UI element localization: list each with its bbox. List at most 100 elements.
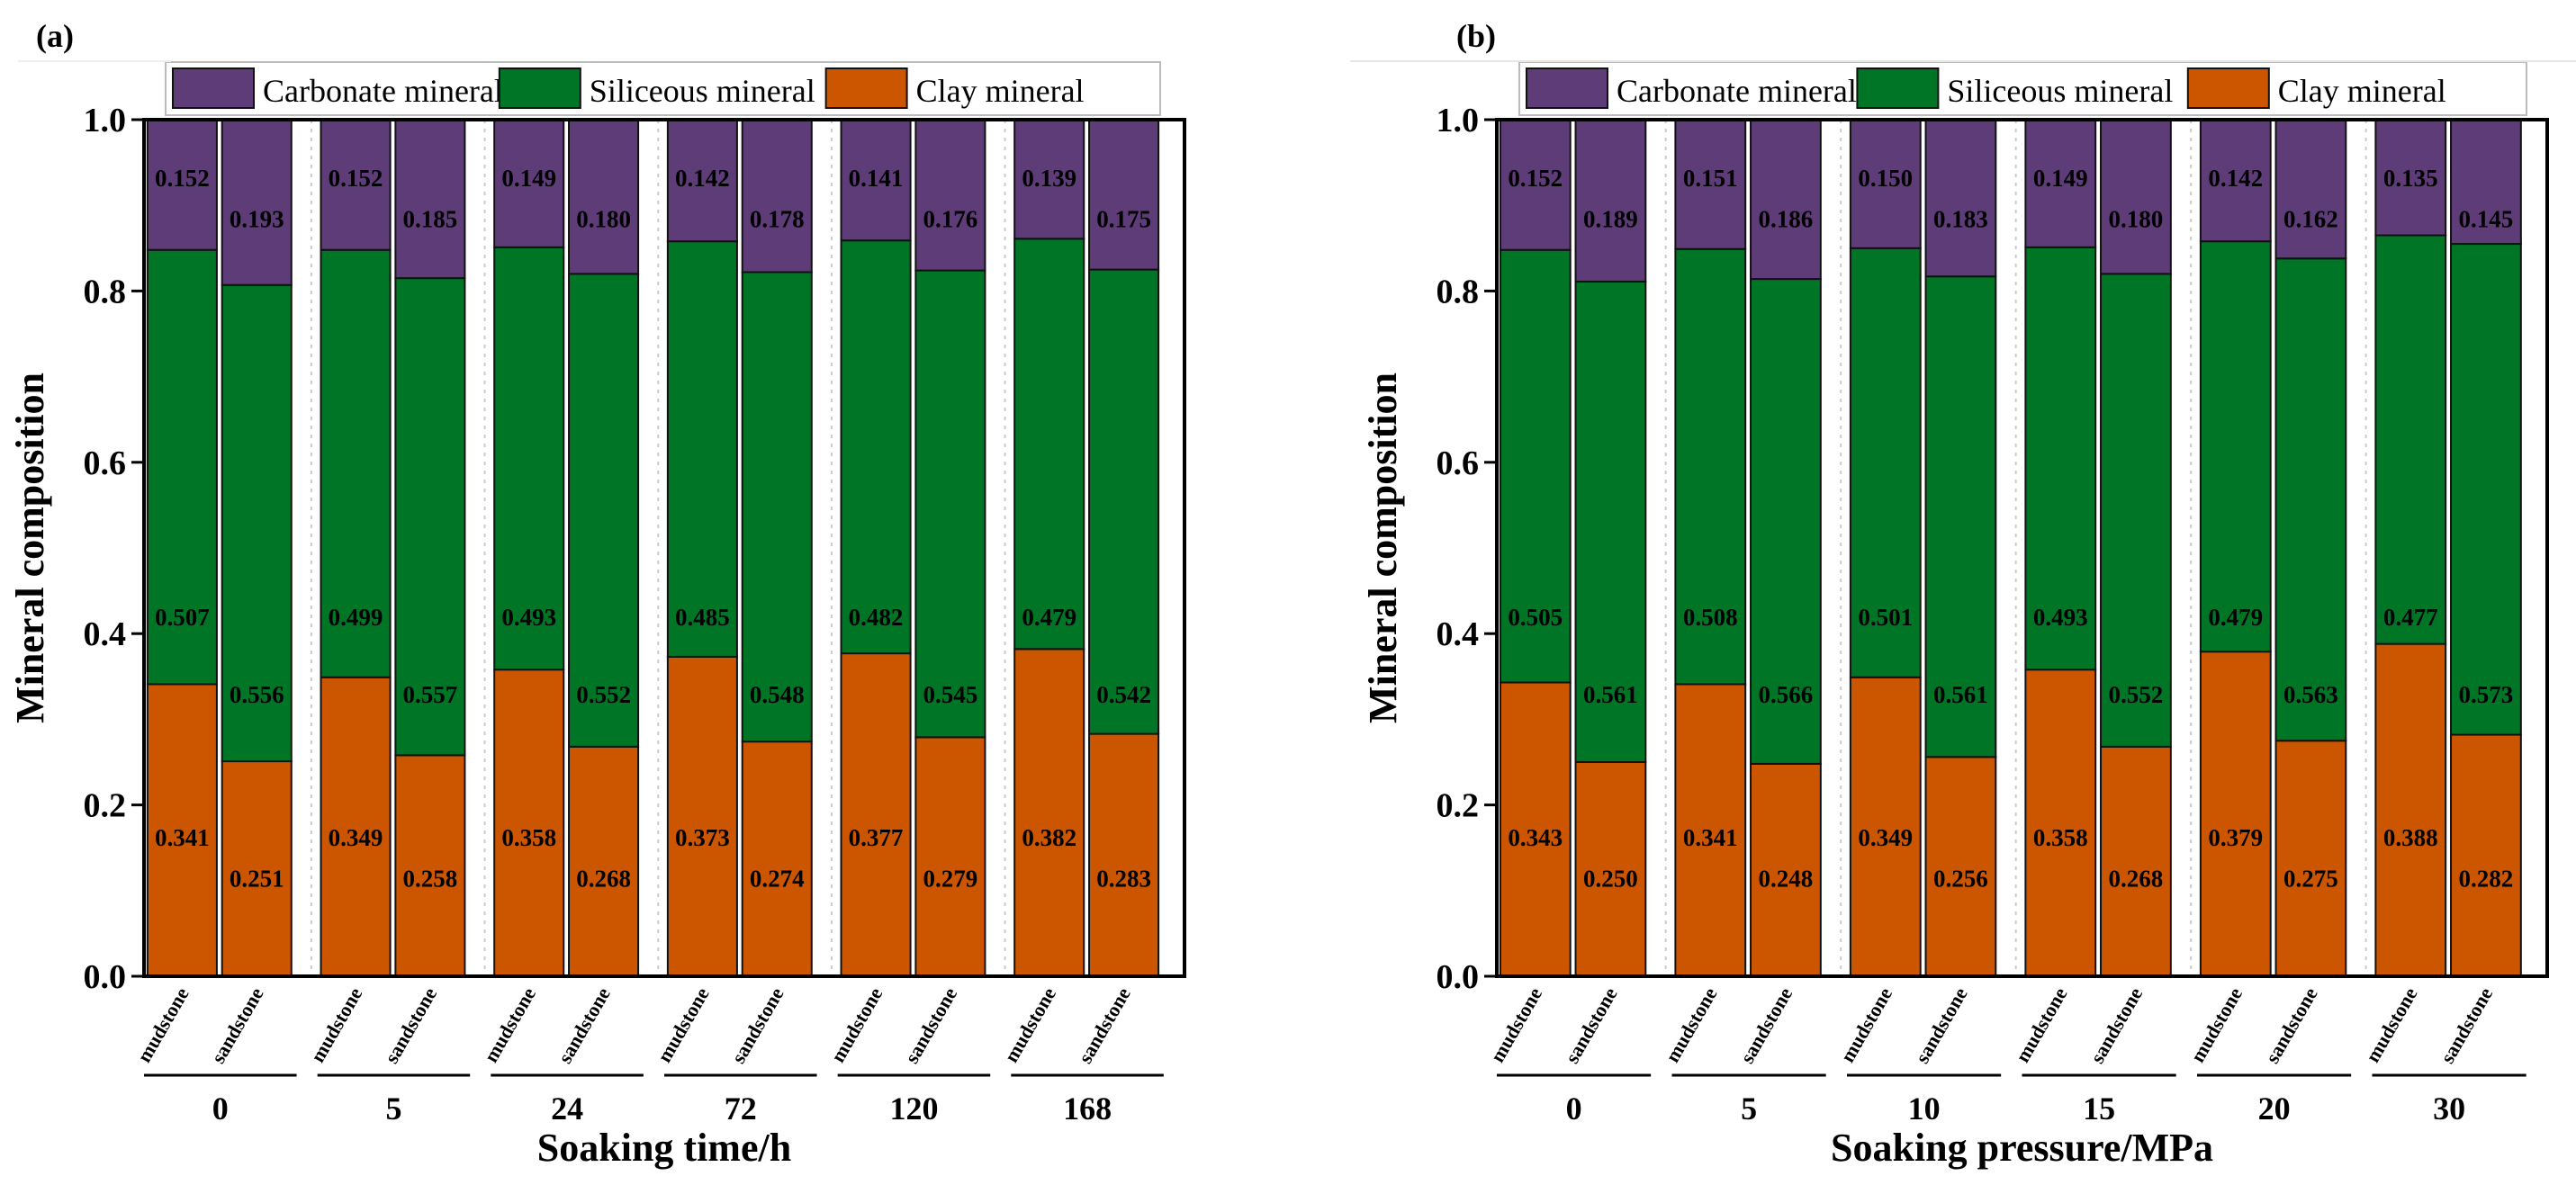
data-label: 0.151 [1683,165,1738,192]
bar-category-label: sandstone [1074,983,1135,1067]
bar-segment-siliceous-mineral [568,273,640,748]
data-label: 0.145 [2459,205,2514,232]
panel-label: (b) [1456,18,1496,54]
bar-segment-carbonate-mineral [1924,119,1997,278]
group-tick-label: 72 [725,1091,757,1127]
bar-segment-siliceous-mineral [394,277,466,757]
bar-segment-carbonate-mineral [320,119,392,251]
bar-segment-siliceous-mineral [1088,268,1160,735]
bar-segment-clay-mineral [320,676,392,977]
bar-segment-carbonate-mineral [1574,119,1647,283]
group-tick-label: 0 [212,1091,229,1127]
legend-box [165,61,1161,116]
legend-label: Clay mineral [2278,73,2446,109]
legend-label: Carbonate mineral [1617,73,1857,109]
bar-category-label: mudstone [1836,983,1897,1066]
bar-segment-clay-mineral [1750,762,1822,977]
plot-area [142,118,1186,978]
bar-category-label: mudstone [826,983,887,1066]
bar-segment-clay-mineral [1924,756,1997,978]
bar-segment-siliceous-mineral [2024,246,2097,671]
data-label: 0.552 [576,681,631,708]
bar-segment-clay-mineral [221,760,293,977]
bar-segment-carbonate-mineral [1013,119,1085,240]
bar-segment-clay-mineral [2199,651,2272,978]
data-label: 0.283 [1096,866,1151,893]
data-label: 0.282 [2459,866,2514,893]
data-label: 0.556 [230,681,284,708]
bar-segment-carbonate-mineral [568,119,640,275]
bar-segment-carbonate-mineral [2024,119,2097,248]
bar-category-label: mudstone [306,983,367,1066]
data-label: 0.178 [750,205,805,232]
data-label: 0.139 [1022,165,1076,192]
bar-category-label: sandstone [1735,983,1797,1067]
data-label: 0.142 [2208,165,2263,192]
data-label: 0.251 [230,866,284,893]
data-label: 0.141 [849,165,904,192]
bar-category-label: sandstone [2261,983,2322,1067]
data-label: 0.248 [1759,866,1814,893]
data-label: 0.566 [1759,681,1814,708]
bar-segment-carbonate-mineral [666,119,738,243]
bar-segment-siliceous-mineral [1013,238,1085,651]
bar-segment-siliceous-mineral [1750,278,1822,765]
bar-segment-carbonate-mineral [840,119,912,242]
y-tick-label: 0.6 [84,444,127,482]
bar-category-label: sandstone [380,983,441,1067]
group-tick-label: 24 [551,1091,583,1127]
data-label: 0.149 [501,165,556,192]
plot-frame [1495,118,2549,978]
data-label: 0.388 [2383,824,2438,851]
data-label: 0.185 [403,205,458,232]
data-label: 0.183 [1933,205,1988,232]
data-label: 0.193 [230,205,284,232]
legend-label: Clay mineral [916,73,1085,109]
bar-segment-siliceous-mineral [1849,247,1922,678]
bar-segment-clay-mineral [568,745,640,978]
legend: Carbonate mineral Siliceous mineral Clay m… [1518,61,2527,116]
y-tick-label: 0.4 [1437,615,1480,653]
data-label: 0.152 [329,165,383,192]
data-label: 0.258 [403,866,458,893]
bar-segment-clay-mineral [1088,732,1160,977]
y-tick-label: 0.0 [84,958,127,996]
data-label: 0.256 [1933,866,1988,893]
data-label: 0.477 [2383,604,2438,631]
plot-frame [142,118,1186,978]
bar-category-label: sandstone [1911,983,1972,1067]
data-label: 0.552 [2109,681,2164,708]
data-label: 0.561 [1933,681,1988,708]
data-label: 0.508 [1683,604,1738,631]
data-label: 0.545 [923,681,978,708]
group-tick-label: 10 [1908,1091,1941,1127]
y-tick-label: 0.0 [1437,958,1480,996]
data-label: 0.180 [576,205,631,232]
bar-segment-clay-mineral [914,736,986,978]
bar-category-label: sandstone [900,983,961,1067]
group-tick-label: 120 [889,1091,938,1127]
data-label: 0.135 [2383,165,2438,192]
bar-segment-siliceous-mineral [2450,243,2522,736]
data-label: 0.343 [1508,824,1563,851]
data-label: 0.548 [750,681,805,708]
bar-segment-clay-mineral [2450,733,2522,977]
bar-category-label: sandstone [1561,983,1622,1067]
bar-category-label: mudstone [1661,983,1722,1066]
bar-segment-clay-mineral [1013,648,1085,977]
bar-segment-clay-mineral [2100,745,2172,978]
bar-segment-clay-mineral [1674,683,1747,977]
bar-segment-carbonate-mineral [1750,119,1822,281]
legend-label: Siliceous mineral [590,73,815,109]
data-label: 0.142 [675,165,730,192]
bar-segment-siliceous-mineral [2199,240,2272,653]
data-label: 0.149 [2033,165,2088,192]
panel-label: (a) [36,18,74,54]
bar-category-label: mudstone [132,983,194,1066]
bar-segment-siliceous-mineral [2274,257,2347,742]
y-tick-label: 1.0 [1437,102,1480,139]
data-label: 0.189 [1583,205,1638,232]
bar-segment-siliceous-mineral [2374,234,2447,645]
bar-category-label: mudstone [2011,983,2072,1066]
data-label: 0.349 [1858,824,1913,851]
